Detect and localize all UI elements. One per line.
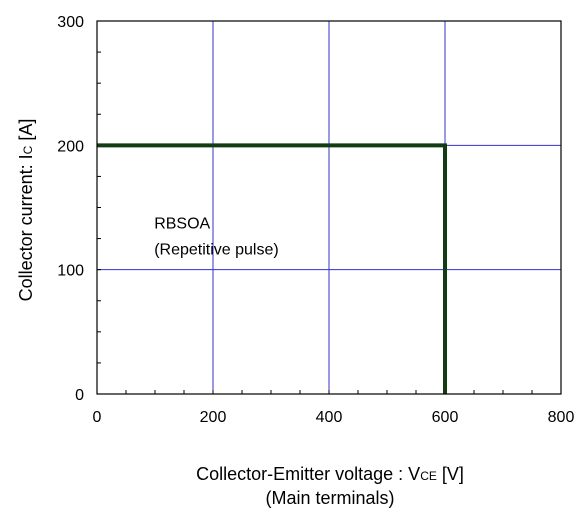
x-tick-labels: 0 200 400 600 800 <box>93 409 575 426</box>
y-tick-label: 200 <box>57 138 84 155</box>
x-axis-title-line2: (Main terminals) <box>265 488 394 508</box>
x-tick-label: 600 <box>432 409 459 426</box>
x-tick-label: 400 <box>316 409 343 426</box>
plot-frame <box>96 20 562 395</box>
y-axis-title: Collector current: IC [A] <box>16 119 36 302</box>
annotation-label: (Repetitive pulse) <box>154 242 279 259</box>
series-line <box>97 143 447 394</box>
annotations: RBSOA (Repetitive pulse) <box>154 215 279 258</box>
x-tick-label: 200 <box>200 409 227 426</box>
x-tick-label: 800 <box>548 409 575 426</box>
y-tick-labels: 0 100 200 300 <box>57 14 84 404</box>
series-layer <box>97 143 447 394</box>
x-tick-label: 0 <box>93 409 102 426</box>
x-axis-title: Collector-Emitter voltage : VCE [V] <box>196 464 464 484</box>
minor-ticks <box>97 51 533 394</box>
grid-lines <box>97 21 561 394</box>
y-tick-label: 300 <box>57 14 84 31</box>
y-tick-label: 100 <box>57 263 84 280</box>
annotation-label: RBSOA <box>154 215 210 232</box>
y-tick-label: 0 <box>75 387 84 404</box>
